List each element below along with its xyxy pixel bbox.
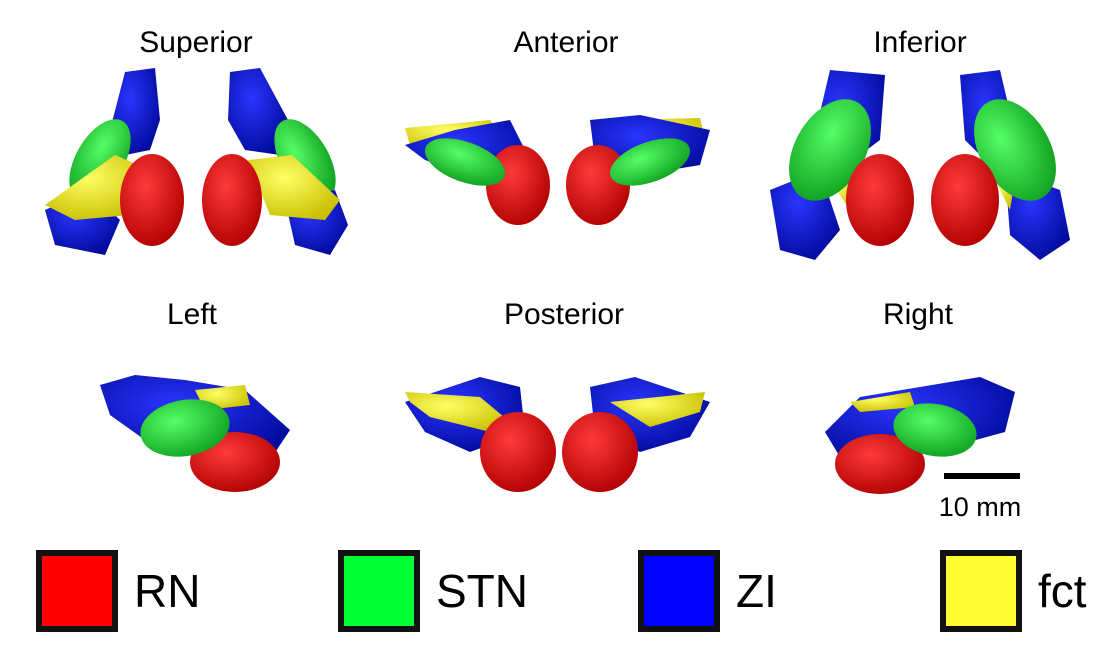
- legend-swatch-rn: [36, 550, 118, 632]
- scale-bar-label: 10 mm: [938, 492, 1022, 522]
- legend-label-rn: RN: [134, 565, 201, 617]
- rn-shape: [562, 412, 638, 492]
- stn-shape: [140, 399, 230, 457]
- right-view-render: [825, 377, 1015, 494]
- legend-swatch-zi: [638, 550, 720, 632]
- stn-shape: [609, 138, 691, 186]
- inferior-view-render: [770, 70, 1070, 260]
- rn-shape: [931, 154, 999, 246]
- rn-shape: [120, 154, 184, 246]
- stn-shape: [974, 99, 1056, 201]
- posterior-view-render: [405, 377, 710, 492]
- left-view-render: [100, 375, 290, 492]
- view-title-anterior: Anterior: [513, 26, 619, 59]
- right-hemisphere: [562, 377, 710, 492]
- legend-item-rn: RN: [36, 548, 200, 634]
- view-title-superior: Superior: [139, 26, 253, 59]
- rn-shape: [846, 154, 914, 246]
- stn-shape: [893, 403, 977, 457]
- legend-item-zi: ZI: [638, 548, 777, 634]
- stn-shape: [424, 138, 506, 186]
- legend-swatch-fct: [940, 550, 1022, 632]
- fct-shape: [248, 155, 340, 220]
- superior-view-render: [45, 68, 348, 255]
- left-hemisphere: [405, 120, 550, 225]
- rn-shape: [202, 154, 262, 246]
- fct-shape: [610, 392, 705, 427]
- view-title-inferior: Inferior: [873, 26, 967, 59]
- view-title-right: Right: [882, 298, 954, 331]
- left-hemisphere: [45, 68, 184, 255]
- left-hemisphere: [405, 377, 556, 492]
- rn-shape: [480, 412, 556, 492]
- legend-swatch-stn: [338, 550, 420, 632]
- legend-item-fct: fct: [940, 548, 1087, 634]
- fct-shape: [405, 392, 510, 432]
- stn-shape: [274, 119, 336, 201]
- right-hemisphere: [931, 70, 1070, 260]
- stn-shape: [789, 99, 871, 201]
- fct-shape: [850, 392, 915, 412]
- right-hemisphere: [202, 68, 348, 255]
- rn-shape: [835, 434, 925, 494]
- legend-label-stn: STN: [436, 565, 528, 617]
- view-title-posterior: Posterior: [503, 298, 625, 331]
- right-hemisphere: [566, 115, 710, 225]
- legend-label-fct: fct: [1038, 565, 1087, 617]
- legend-item-stn: STN: [338, 548, 528, 634]
- zi-shape: [228, 68, 288, 155]
- scale-bar: [944, 473, 1020, 479]
- view-title-left: Left: [166, 298, 218, 331]
- legend-label-zi: ZI: [736, 565, 777, 617]
- anterior-view-render: [405, 115, 710, 225]
- left-hemisphere: [770, 70, 914, 260]
